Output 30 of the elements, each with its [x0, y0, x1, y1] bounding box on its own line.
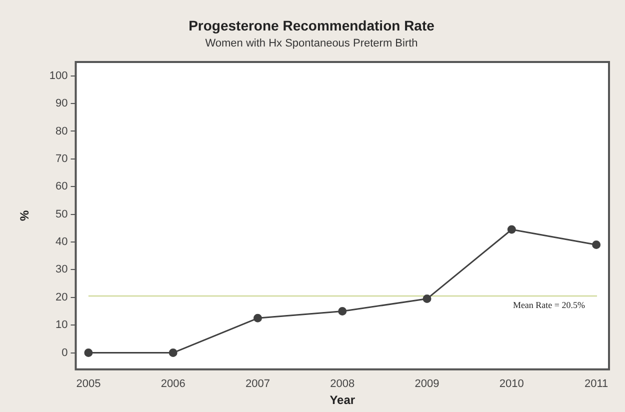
x-tick-label: 2006	[160, 378, 186, 390]
y-tick-label: 20	[56, 291, 68, 304]
x-tick-label: 2007	[245, 378, 270, 390]
y-tick-label: 100	[49, 70, 68, 82]
x-axis-title: Year	[330, 393, 356, 408]
y-tick-label: 30	[56, 264, 68, 276]
y-tick-label: 50	[56, 208, 68, 220]
y-tick-label: 80	[56, 125, 68, 138]
x-tick-label: 2009	[414, 378, 440, 390]
y-tick-label: 70	[56, 152, 68, 165]
x-tick-label: 2010	[499, 378, 524, 390]
ref-line-label: Mean Rate = 20.5%	[512, 300, 586, 310]
x-tick-label: 2005	[76, 378, 101, 390]
y-tick-label: 60	[56, 180, 68, 193]
x-tick-label: 2011	[584, 378, 608, 390]
point	[422, 294, 432, 304]
point	[84, 348, 93, 358]
chart-subtitle: Women with Hx Spontaneous Preterm Birth	[205, 37, 418, 50]
y-tick-label: 0	[62, 346, 68, 359]
point	[592, 240, 601, 250]
point	[507, 225, 516, 234]
point	[338, 306, 347, 316]
point	[168, 348, 178, 358]
y-tick-label: 10	[56, 319, 68, 332]
x-tick-label: 2008	[330, 378, 355, 390]
y-tick-label: 90	[56, 98, 68, 110]
chart-title: Progesterone Recommendation Rate	[188, 17, 435, 34]
y-axis-title: %	[18, 210, 32, 222]
y-tick-label: 40	[56, 236, 68, 248]
point	[253, 314, 262, 322]
